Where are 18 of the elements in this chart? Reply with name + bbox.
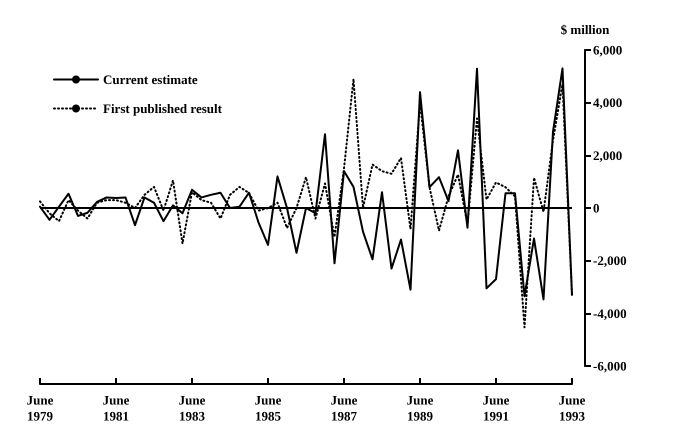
x-tick-label: June 1991	[482, 392, 510, 424]
y-axis-title: $ million	[560, 22, 610, 37]
y-tick-label: 2,000	[593, 148, 622, 163]
x-tick-label: June 1993	[558, 392, 586, 424]
y-tick-label: -6,000	[593, 358, 627, 374]
x-tick-label: June 1979	[26, 392, 54, 424]
y-tick-label: -4,000	[593, 306, 627, 321]
legend-label: Current estimate	[103, 72, 198, 87]
x-tick-label: June 1985	[254, 392, 282, 424]
x-tick-label: June 1983	[178, 392, 206, 424]
y-tick-label: -2,000	[593, 253, 627, 268]
y-tick-label: 0	[593, 200, 600, 216]
y-tick-label: 6,000	[593, 42, 622, 58]
legend-label: First published result	[103, 101, 223, 116]
x-tick-label: June 1981	[102, 392, 130, 424]
y-tick-label: 4,000	[593, 95, 622, 110]
x-tick-label: June 1989	[406, 392, 434, 424]
x-tick-label: June 1987	[330, 392, 358, 424]
